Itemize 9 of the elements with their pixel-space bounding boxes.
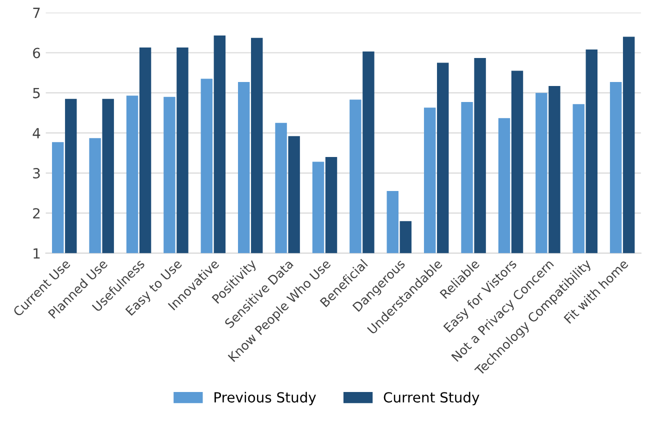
y-tick-label: 4 — [32, 128, 40, 138]
y-tick-label: 7 — [33, 8, 40, 18]
y-tick-label: 1 — [34, 248, 40, 258]
legend-label: Current Study — [384, 392, 480, 406]
y-tick-label: 6 — [33, 48, 40, 58]
y-tick-label: 5 — [33, 88, 40, 98]
legend-label: Previous Study — [214, 392, 316, 406]
y-tick-label: 2 — [33, 208, 40, 218]
y-tick-label: 3 — [33, 168, 40, 178]
